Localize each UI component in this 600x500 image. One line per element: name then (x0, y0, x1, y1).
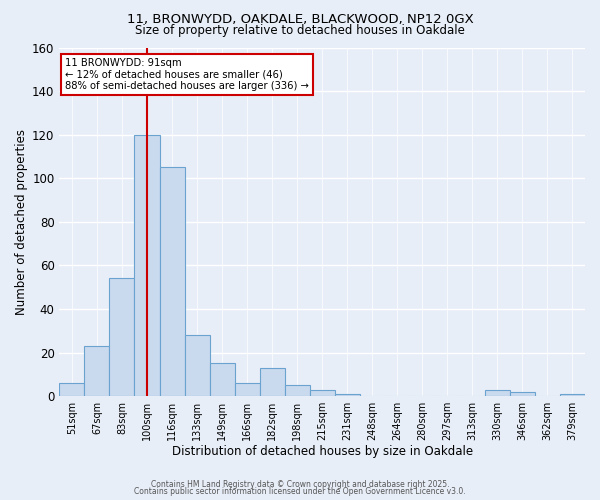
Bar (185, 335, 209, 396)
Bar (560, 394, 585, 396)
Bar (109, 278, 134, 396)
Bar (85, 346, 109, 396)
Bar (510, 392, 535, 396)
Text: 11, BRONWYDD, OAKDALE, BLACKWOOD, NP12 0GX: 11, BRONWYDD, OAKDALE, BLACKWOOD, NP12 0… (127, 12, 473, 26)
Bar (59, 383, 85, 396)
Bar (235, 383, 260, 396)
Text: Contains HM Land Registry data © Crown copyright and database right 2025.: Contains HM Land Registry data © Crown c… (151, 480, 449, 489)
Bar (209, 364, 235, 396)
Y-axis label: Number of detached properties: Number of detached properties (15, 129, 28, 315)
Text: Contains public sector information licensed under the Open Government Licence v3: Contains public sector information licen… (134, 488, 466, 496)
X-axis label: Distribution of detached houses by size in Oakdale: Distribution of detached houses by size … (172, 444, 473, 458)
Bar (134, 134, 160, 396)
Bar (310, 390, 335, 396)
Bar (260, 368, 284, 396)
Text: Size of property relative to detached houses in Oakdale: Size of property relative to detached ho… (135, 24, 465, 37)
Bar (284, 385, 310, 396)
Bar (335, 394, 360, 396)
Text: 11 BRONWYDD: 91sqm
← 12% of detached houses are smaller (46)
88% of semi-detache: 11 BRONWYDD: 91sqm ← 12% of detached hou… (65, 58, 308, 91)
Bar (160, 168, 185, 396)
Bar (485, 390, 510, 396)
